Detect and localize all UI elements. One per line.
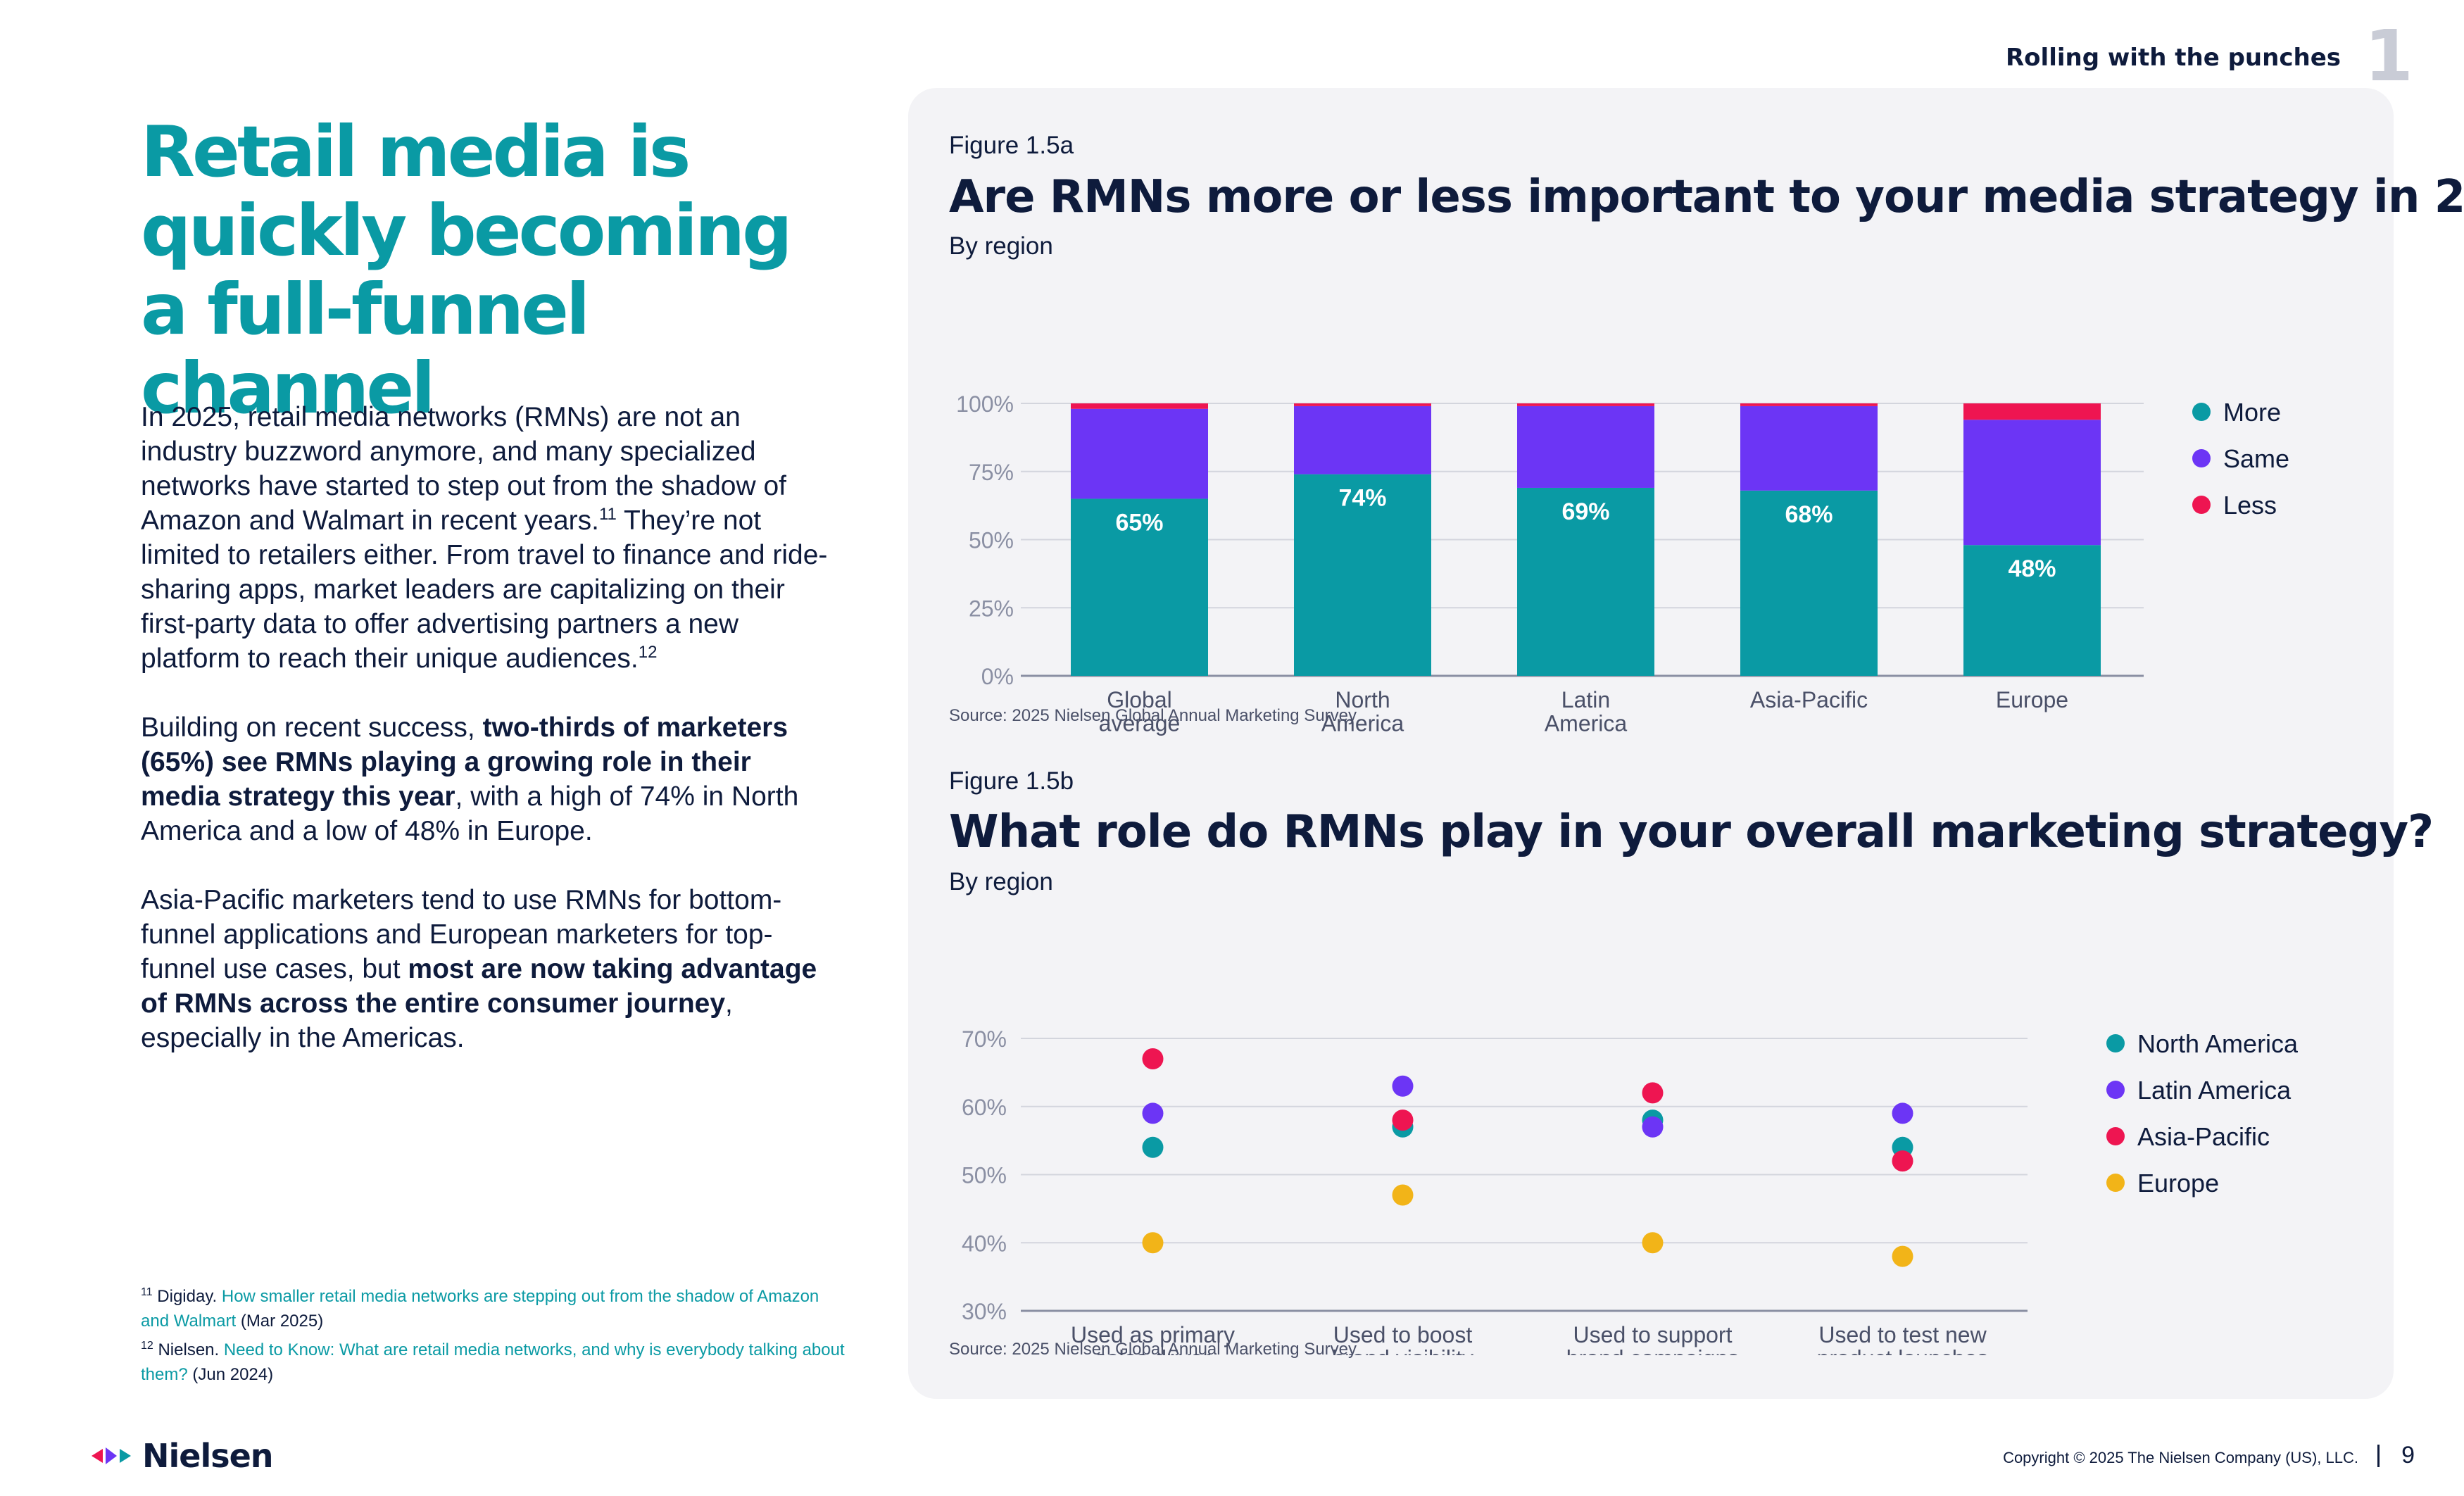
bar-segment-same: [1963, 420, 2101, 546]
bar-segment-same: [1071, 408, 1208, 499]
figure-b-subtitle: By region: [949, 868, 1053, 895]
data-point-latin-america: [1892, 1102, 1913, 1124]
y-tick-label: 75%: [969, 460, 1014, 485]
logo-text: Nielsen: [142, 1437, 274, 1475]
footnote: 12 Nielsen. Need to Know: What are retai…: [141, 1340, 845, 1384]
bar-segment-more: [1963, 545, 2101, 676]
bar-segment-less: [1071, 403, 1208, 409]
data-point-latin-america: [1142, 1102, 1164, 1124]
paragraph-2: Building on recent success, two-thirds o…: [141, 712, 799, 846]
legend-label: Same: [2223, 444, 2289, 473]
figure-panel: Figure 1.5a Are RMNs more or less import…: [908, 88, 2464, 1399]
legend-marker: [2192, 449, 2211, 467]
figure-a-label: Figure 1.5a: [949, 132, 1074, 159]
legend-label: Europe: [2137, 1169, 2219, 1198]
page-number: 9: [2401, 1442, 2415, 1469]
bar-segment-less: [1963, 403, 2101, 420]
x-tick-label: Europe: [1996, 687, 2068, 712]
bar-segment-more: [1740, 490, 1878, 676]
figure-a-source: Source: 2025 Nielsen Global Annual Marke…: [949, 706, 1357, 725]
y-tick-label: 100%: [956, 391, 1014, 417]
nielsen-logo: Nielsen: [90, 1435, 274, 1477]
bar-segment-same: [1740, 406, 1878, 491]
y-tick-label: 40%: [962, 1231, 1007, 1256]
footnote-link[interactable]: How smaller retail media networks are st…: [141, 1287, 819, 1331]
page-separator: [2377, 1445, 2380, 1467]
bar-segment-less: [1517, 403, 1654, 406]
x-tick-label: Asia-Pacific: [1750, 687, 1868, 712]
y-tick-label: 25%: [969, 596, 1014, 621]
data-label: 74%: [1338, 485, 1386, 512]
footnote-link[interactable]: Need to Know: What are retail media netw…: [141, 1340, 845, 1384]
bar-segment-same: [1517, 406, 1654, 488]
dot-plot-chart: 30% 40% 50% 60% 70% Used as primarysales driv…: [962, 1026, 2299, 1355]
y-tick-label: 50%: [969, 528, 1014, 553]
bar-segment-more: [1517, 487, 1654, 676]
figure-a-title: Are RMNs more or less important to your …: [949, 171, 2464, 223]
legend-marker: [2192, 403, 2211, 421]
bar-segment-more: [1071, 498, 1208, 676]
footnote-ref: 11: [598, 505, 617, 524]
figure-b-title: What role do RMNs play in your overall m…: [949, 806, 2434, 858]
data-label: 65%: [1115, 509, 1163, 536]
data-point-europe: [1142, 1232, 1164, 1254]
legend-label: More: [2223, 398, 2281, 427]
bar-segment-less: [1294, 403, 1431, 406]
paragraph-1: In 2025, retail media networks (RMNs) ar…: [141, 402, 828, 674]
x-tick-label: Used to boostbrand visibility: [1332, 1322, 1473, 1355]
data-point-latin-america: [1392, 1075, 1414, 1097]
y-tick-label: 30%: [962, 1299, 1007, 1324]
x-tick-label: Global average: [1099, 687, 1181, 736]
legend-marker: [2106, 1034, 2125, 1052]
section-number: 1: [2364, 15, 2413, 97]
page-headline: Retail media is quickly becoming a full-…: [141, 111, 793, 429]
figure-a-subtitle: By region: [949, 232, 1053, 260]
footnote-ref: 12: [638, 643, 658, 662]
x-tick-label: North America: [1321, 687, 1404, 736]
data-point-europe: [1392, 1184, 1414, 1206]
footnote: 11 Digiday. How smaller retail media net…: [141, 1286, 819, 1331]
data-point-europe: [1892, 1245, 1913, 1267]
section-title: Rolling with the punches: [2006, 44, 2341, 72]
figure-b-label: Figure 1.5b: [949, 767, 1074, 795]
legend-marker: [2106, 1081, 2125, 1099]
data-point-asia-pacific: [1142, 1048, 1164, 1070]
legend-marker: [2106, 1127, 2125, 1145]
x-tick-label: Used to test newproduct launches: [1817, 1322, 1989, 1355]
legend-label: North America: [2137, 1029, 2299, 1058]
legend-marker: [2192, 496, 2211, 514]
x-tick-label: Used as primarysales driver: [1071, 1322, 1235, 1355]
y-tick-label: 70%: [962, 1026, 1007, 1052]
body-text: In 2025, retail media networks (RMNs) ar…: [141, 400, 834, 1090]
data-label: 68%: [1785, 501, 1833, 528]
bar-segment-same: [1294, 406, 1431, 474]
data-point-asia-pacific: [1392, 1110, 1414, 1131]
data-point-north-america: [1142, 1136, 1164, 1158]
legend-label: Asia-Pacific: [2137, 1122, 2270, 1151]
x-tick-label: Latin America: [1545, 687, 1628, 736]
paragraph-3: Asia-Pacific marketers tend to use RMNs …: [141, 885, 817, 1053]
legend-marker: [2106, 1174, 2125, 1192]
y-tick-label: 60%: [962, 1095, 1007, 1120]
nielsen-logo-icon: [92, 1447, 131, 1464]
x-tick-label: Used to supportbrand campaigns: [1566, 1322, 1739, 1355]
data-label: 69%: [1561, 498, 1609, 525]
figure-b-source: Source: 2025 Nielsen Global Annual Marke…: [949, 1340, 1357, 1359]
legend-label: Latin America: [2137, 1076, 2292, 1105]
bar-segment-less: [1740, 403, 1878, 406]
y-tick-label: 50%: [962, 1163, 1007, 1188]
data-point-asia-pacific: [1642, 1082, 1664, 1104]
stacked-bar-chart: 0% 25% 50% 75% 100% 65% Global average 74% North A…: [956, 391, 2289, 736]
y-tick-label: 0%: [981, 664, 1014, 689]
bar-segment-more: [1294, 474, 1431, 676]
data-point-latin-america: [1642, 1116, 1664, 1138]
data-point-europe: [1642, 1232, 1664, 1254]
copyright: Copyright © 2025 The Nielsen Company (US…: [2003, 1449, 2358, 1466]
footnotes: 11 Digiday. How smaller retail media net…: [141, 1280, 845, 1387]
legend-label: Less: [2223, 491, 2277, 520]
data-point-asia-pacific: [1892, 1150, 1913, 1172]
data-label: 48%: [2008, 555, 2056, 582]
